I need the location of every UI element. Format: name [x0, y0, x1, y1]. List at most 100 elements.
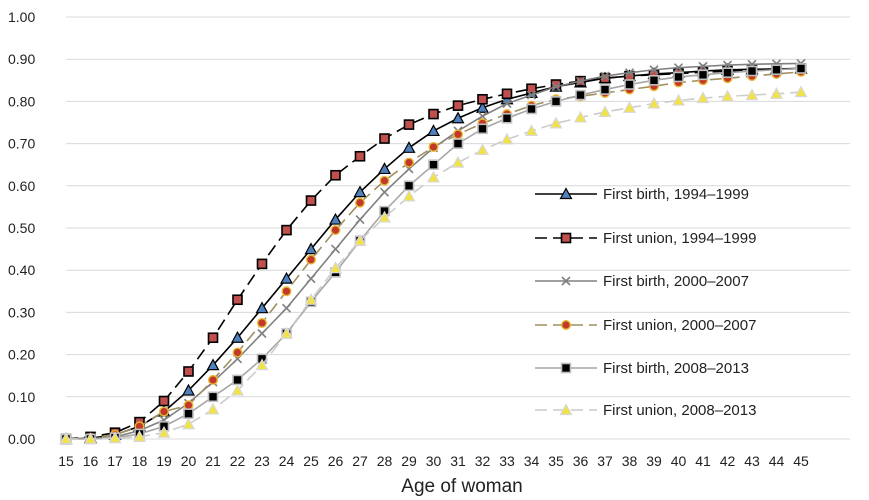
legend-item: First union, 2000–2007: [535, 317, 756, 334]
data-point: [232, 294, 243, 306]
series-4: [61, 66, 807, 445]
x-tick-label: 30: [426, 453, 442, 469]
data-point: [183, 408, 194, 419]
y-tick-label: 0.80: [8, 93, 35, 109]
data-point: [622, 100, 637, 113]
data-point: [183, 366, 194, 377]
x-tick-label: 37: [597, 453, 613, 469]
data-point: [255, 358, 269, 371]
x-tick-label: 28: [377, 453, 393, 469]
x-axis-ticks: 15 16 17 18 19 20 21 22 23 24 25 26 27 28 29 30 31 32 33 34…: [58, 453, 809, 469]
legend-label: First union, 2000–2007: [603, 317, 756, 334]
data-point: [452, 138, 464, 149]
data-point: [256, 258, 268, 270]
x-tick-label: 27: [352, 453, 368, 469]
y-tick-label: 0.00: [8, 431, 35, 447]
data-point: [206, 358, 220, 371]
data-point: [526, 83, 537, 95]
data-point: [600, 71, 610, 81]
x-tick-label: 24: [279, 453, 295, 469]
x-axis-title: Age of woman: [401, 476, 522, 497]
legend-item: First union, 2008–2013: [535, 402, 756, 419]
x-tick-label: 42: [720, 453, 736, 469]
data-point: [207, 374, 218, 385]
data-point: [355, 197, 366, 208]
data-point: [526, 90, 537, 100]
data-point: [403, 180, 415, 192]
series-line: [66, 67, 802, 440]
data-point: [722, 67, 733, 79]
x-tick-label: 26: [328, 453, 344, 469]
x-tick-label: 25: [303, 453, 319, 469]
data-point: [379, 133, 390, 144]
data-point: [230, 330, 245, 343]
data-point: [377, 162, 392, 175]
data-point: [720, 89, 735, 102]
x-tick-label: 15: [58, 453, 74, 469]
series-line: [65, 67, 802, 440]
data-point: [477, 123, 488, 135]
x-tick-label: 19: [156, 453, 172, 469]
x-tick-label: 31: [450, 453, 466, 469]
data-point: [501, 112, 513, 124]
y-tick-label: 0.40: [8, 262, 35, 278]
data-point: [771, 64, 782, 76]
data-point: [673, 71, 684, 83]
data-point: [671, 93, 686, 106]
legend: First birth, 1994–1999 First union, 1994–…: [535, 186, 756, 419]
data-point: [207, 332, 219, 344]
data-point: [158, 406, 169, 417]
data-point: [281, 303, 292, 313]
data-point: [524, 124, 539, 137]
data-point: [648, 75, 660, 86]
x-tick-label: 35: [548, 453, 564, 469]
legend-swatch-marker: [560, 232, 572, 244]
series-line: [65, 67, 802, 440]
data-point: [647, 96, 661, 109]
data-point: [181, 383, 196, 396]
data-point: [305, 195, 317, 206]
y-tick-label: 1.00: [8, 9, 35, 25]
data-point: [255, 301, 269, 314]
data-point: [304, 292, 318, 305]
data-point: [377, 210, 392, 223]
data-point: [306, 274, 316, 284]
data-point: [453, 129, 464, 140]
data-point: [452, 100, 464, 111]
data-point: [428, 159, 439, 170]
x-tick-label: 23: [254, 453, 270, 469]
data-point: [306, 254, 317, 265]
y-tick-label: 0.70: [8, 136, 35, 152]
data-point: [232, 374, 243, 386]
x-tick-label: 34: [524, 453, 540, 469]
data-point: [281, 224, 292, 236]
legend-swatch-marker: [560, 362, 572, 374]
y-tick-label: 0.20: [8, 347, 35, 363]
data-point: [426, 124, 441, 137]
data-point: [673, 63, 684, 73]
x-tick-label: 29: [401, 453, 417, 469]
data-point: [624, 79, 635, 90]
data-point: [232, 347, 243, 358]
data-point: [550, 96, 562, 107]
data-point: [746, 65, 758, 77]
data-point: [354, 150, 366, 162]
series-6: [59, 85, 808, 445]
legend-swatch-marker: [559, 403, 573, 416]
legend-label: First birth, 2000–2007: [603, 273, 749, 290]
data-point: [257, 317, 268, 328]
data-point: [279, 271, 294, 284]
x-tick-label: 43: [744, 453, 760, 469]
x-tick-label: 20: [181, 453, 197, 469]
x-tick-label: 33: [499, 453, 515, 469]
data-point: [599, 84, 611, 95]
x-tick-label: 40: [671, 453, 687, 469]
data-point: [402, 141, 416, 153]
data-point: [404, 157, 415, 168]
data-point: [330, 244, 341, 254]
x-tick-label: 18: [132, 453, 148, 469]
y-tick-label: 0.30: [8, 304, 35, 320]
data-point: [230, 383, 245, 396]
data-point: [526, 103, 537, 115]
x-tick-label: 32: [475, 453, 491, 469]
